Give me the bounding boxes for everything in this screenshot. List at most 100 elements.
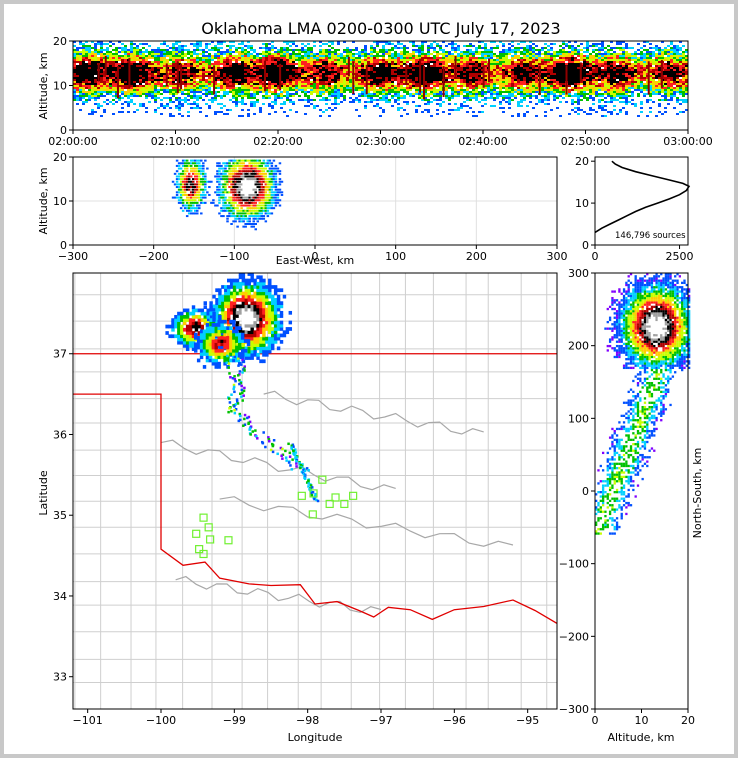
time-altitude-cell: [280, 85, 283, 87]
time-altitude-cell: [250, 47, 253, 49]
time-altitude-cell: [325, 83, 328, 85]
time-altitude-cell: [370, 59, 373, 61]
time-altitude-cell: [619, 97, 622, 99]
time-altitude-cell: [589, 89, 592, 91]
time-altitude-cell: [190, 85, 193, 87]
time-altitude-cell: [271, 83, 274, 85]
time-altitude-cell: [430, 61, 433, 63]
time-altitude-cell: [373, 73, 376, 75]
time-altitude-cell: [196, 81, 199, 83]
time-altitude-cell: [514, 75, 517, 77]
time-altitude-cell: [295, 87, 298, 89]
time-altitude-cell: [136, 75, 139, 77]
time-altitude-cell: [100, 53, 103, 55]
time-altitude-cell: [100, 87, 103, 89]
time-altitude-cell: [469, 53, 472, 55]
time-altitude-cell: [469, 87, 472, 89]
time-altitude-cell: [439, 91, 442, 93]
time-altitude-cell: [508, 75, 511, 77]
time-altitude-cell: [115, 75, 118, 77]
time-altitude-cell: [301, 79, 304, 81]
time-altitude-cell: [523, 87, 526, 89]
time-altitude-cell: [397, 55, 400, 57]
time-altitude-cell: [373, 63, 376, 65]
time-altitude-cell: [490, 87, 493, 89]
time-altitude-cell: [421, 99, 424, 101]
time-altitude-cell: [88, 113, 91, 115]
time-altitude-cell: [190, 95, 193, 97]
time-altitude-cell: [169, 63, 172, 65]
time-altitude-cell: [139, 95, 142, 97]
time-altitude-cell: [364, 85, 367, 87]
time-altitude-cell: [370, 89, 373, 91]
time-altitude-cell: [229, 69, 232, 71]
time-altitude-cell: [271, 101, 274, 103]
time-altitude-cell: [208, 61, 211, 63]
time-altitude-cell: [217, 59, 220, 61]
time-altitude-cell: [196, 63, 199, 65]
time-altitude-cell: [244, 45, 247, 47]
time-altitude-cell: [625, 55, 628, 57]
time-altitude-cell: [364, 55, 367, 57]
time-altitude-cell: [118, 87, 121, 89]
time-altitude-cell: [268, 71, 271, 73]
time-altitude-cell: [241, 55, 244, 57]
time-altitude-cell: [553, 97, 556, 99]
time-altitude-cell: [427, 85, 430, 87]
time-altitude-cell: [130, 51, 133, 53]
time-altitude-cell: [511, 89, 514, 91]
time-altitude-cell: [397, 89, 400, 91]
time-altitude-cell: [577, 55, 580, 57]
time-altitude-cell: [259, 91, 262, 93]
time-altitude-cell: [271, 69, 274, 71]
time-altitude-cell: [178, 61, 181, 63]
time-altitude-cell: [499, 85, 502, 87]
time-altitude-cell: [625, 59, 628, 61]
time-altitude-cell: [280, 75, 283, 77]
time-altitude-cell: [511, 91, 514, 93]
time-altitude-cell: [382, 91, 385, 93]
time-altitude-cell: [301, 51, 304, 53]
time-altitude-cell: [586, 43, 589, 45]
time-altitude-cell: [508, 67, 511, 69]
time-altitude-cell: [205, 83, 208, 85]
time-altitude-cell: [232, 79, 235, 81]
time-altitude-cell: [472, 79, 475, 81]
time-altitude-cell: [94, 93, 97, 95]
time-altitude-cell: [619, 59, 622, 61]
time-altitude-cell: [598, 63, 601, 65]
time-altitude-cell: [232, 73, 235, 75]
time-altitude-cell: [397, 93, 400, 95]
time-altitude-cell: [244, 83, 247, 85]
time-altitude-cell: [100, 79, 103, 81]
time-altitude-cell: [193, 63, 196, 65]
time-altitude-cell: [346, 65, 349, 67]
time-altitude-cell: [415, 105, 418, 107]
time-altitude-cell: [250, 67, 253, 69]
time-altitude-cell: [541, 85, 544, 87]
time-altitude-cell: [397, 99, 400, 101]
time-altitude-cell: [331, 75, 334, 77]
time-altitude-cell: [235, 95, 238, 97]
time-altitude-cell: [208, 71, 211, 73]
time-altitude-cell: [463, 57, 466, 59]
time-altitude-cell: [352, 49, 355, 51]
time-altitude-cell: [544, 89, 547, 91]
time-altitude-cell: [178, 73, 181, 75]
time-altitude-cell: [223, 85, 226, 87]
time-altitude-cell: [274, 61, 277, 63]
time-altitude-cell: [370, 97, 373, 99]
time-altitude-cell: [274, 51, 277, 53]
time-altitude-cell: [535, 103, 538, 105]
time-altitude-cell: [421, 69, 424, 71]
time-altitude-cell: [451, 63, 454, 65]
time-altitude-cell: [76, 53, 79, 55]
time-altitude-cell: [346, 61, 349, 63]
time-altitude-cell: [631, 55, 634, 57]
time-altitude-cell: [109, 77, 112, 79]
time-altitude-cell: [76, 55, 79, 57]
time-altitude-cell: [394, 101, 397, 103]
time-altitude-cell: [286, 77, 289, 79]
time-altitude-cell: [451, 91, 454, 93]
time-altitude-cell: [592, 51, 595, 53]
